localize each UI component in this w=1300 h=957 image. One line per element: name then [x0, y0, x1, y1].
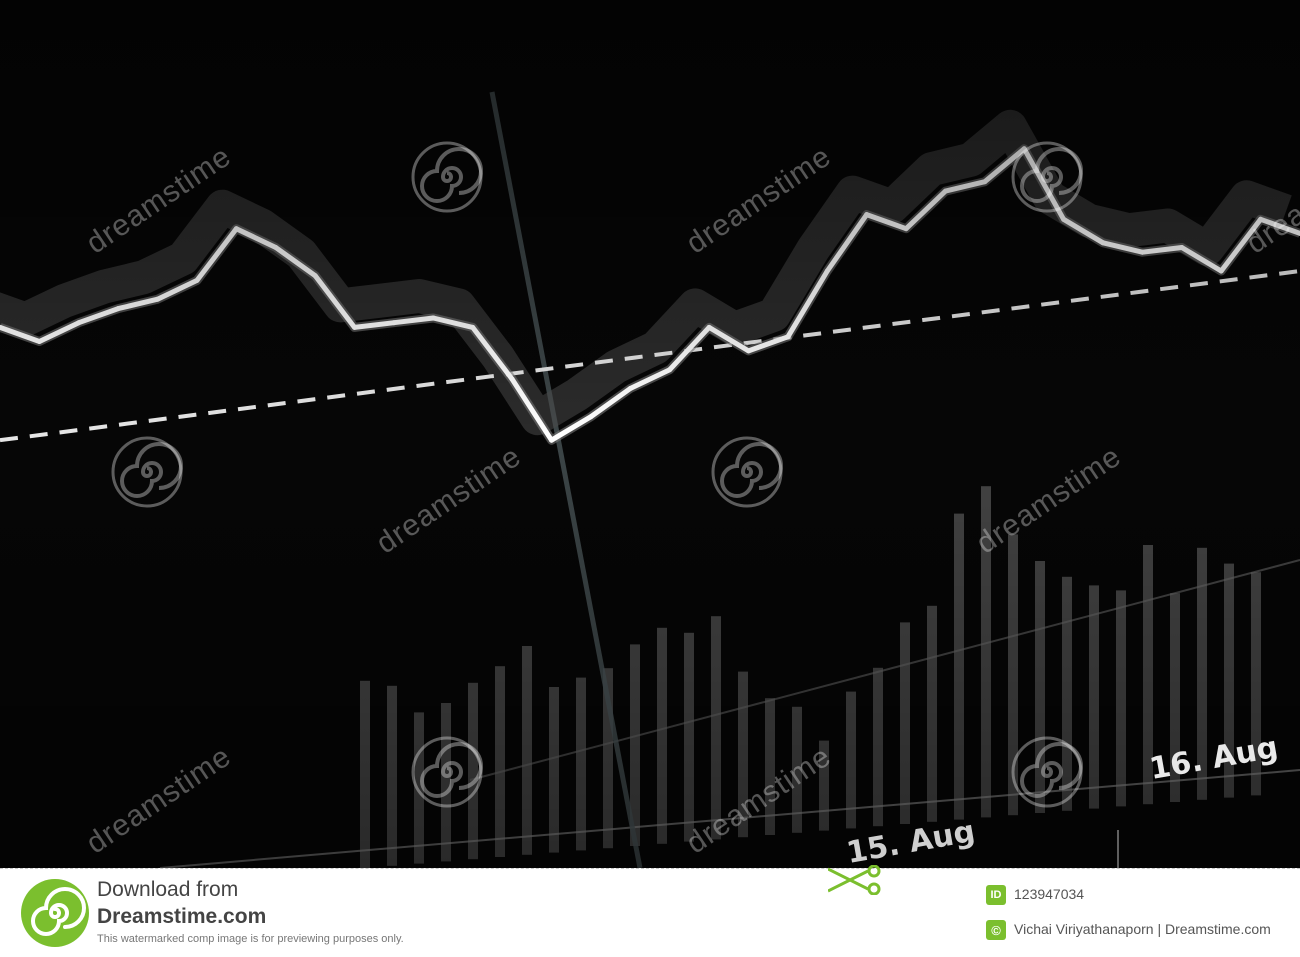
spiral-logo-icon [1011, 736, 1083, 808]
download-from-text: Download from [97, 878, 239, 901]
spiral-logo-icon [111, 436, 183, 508]
id-badge-icon: ID [986, 885, 1006, 905]
image-id: 123947034 [1014, 886, 1085, 902]
spiral-logo-icon [411, 141, 483, 213]
stock-chart: 15. Aug 16. Aug dreamstime dreamstime drea… [0, 0, 1300, 868]
spiral-logo-icon [21, 879, 89, 947]
author-credit: Vichai Viriyathanaporn | Dreamstime.com [1014, 921, 1271, 937]
download-footer: Download from Dreamstime.com This waterm… [0, 865, 1300, 957]
copyright-badge-icon: © [986, 920, 1006, 940]
vignette-overlay [0, 0, 1300, 868]
spiral-logo-icon [411, 736, 483, 808]
spiral-logo-icon [711, 436, 783, 508]
preview-note: This watermarked comp image is for previ… [97, 933, 404, 945]
chart-canvas [0, 0, 1300, 868]
scissors-icon [828, 865, 881, 895]
spiral-logo-icon [1011, 141, 1083, 213]
dreamstime-link[interactable]: Dreamstime.com [97, 905, 267, 928]
